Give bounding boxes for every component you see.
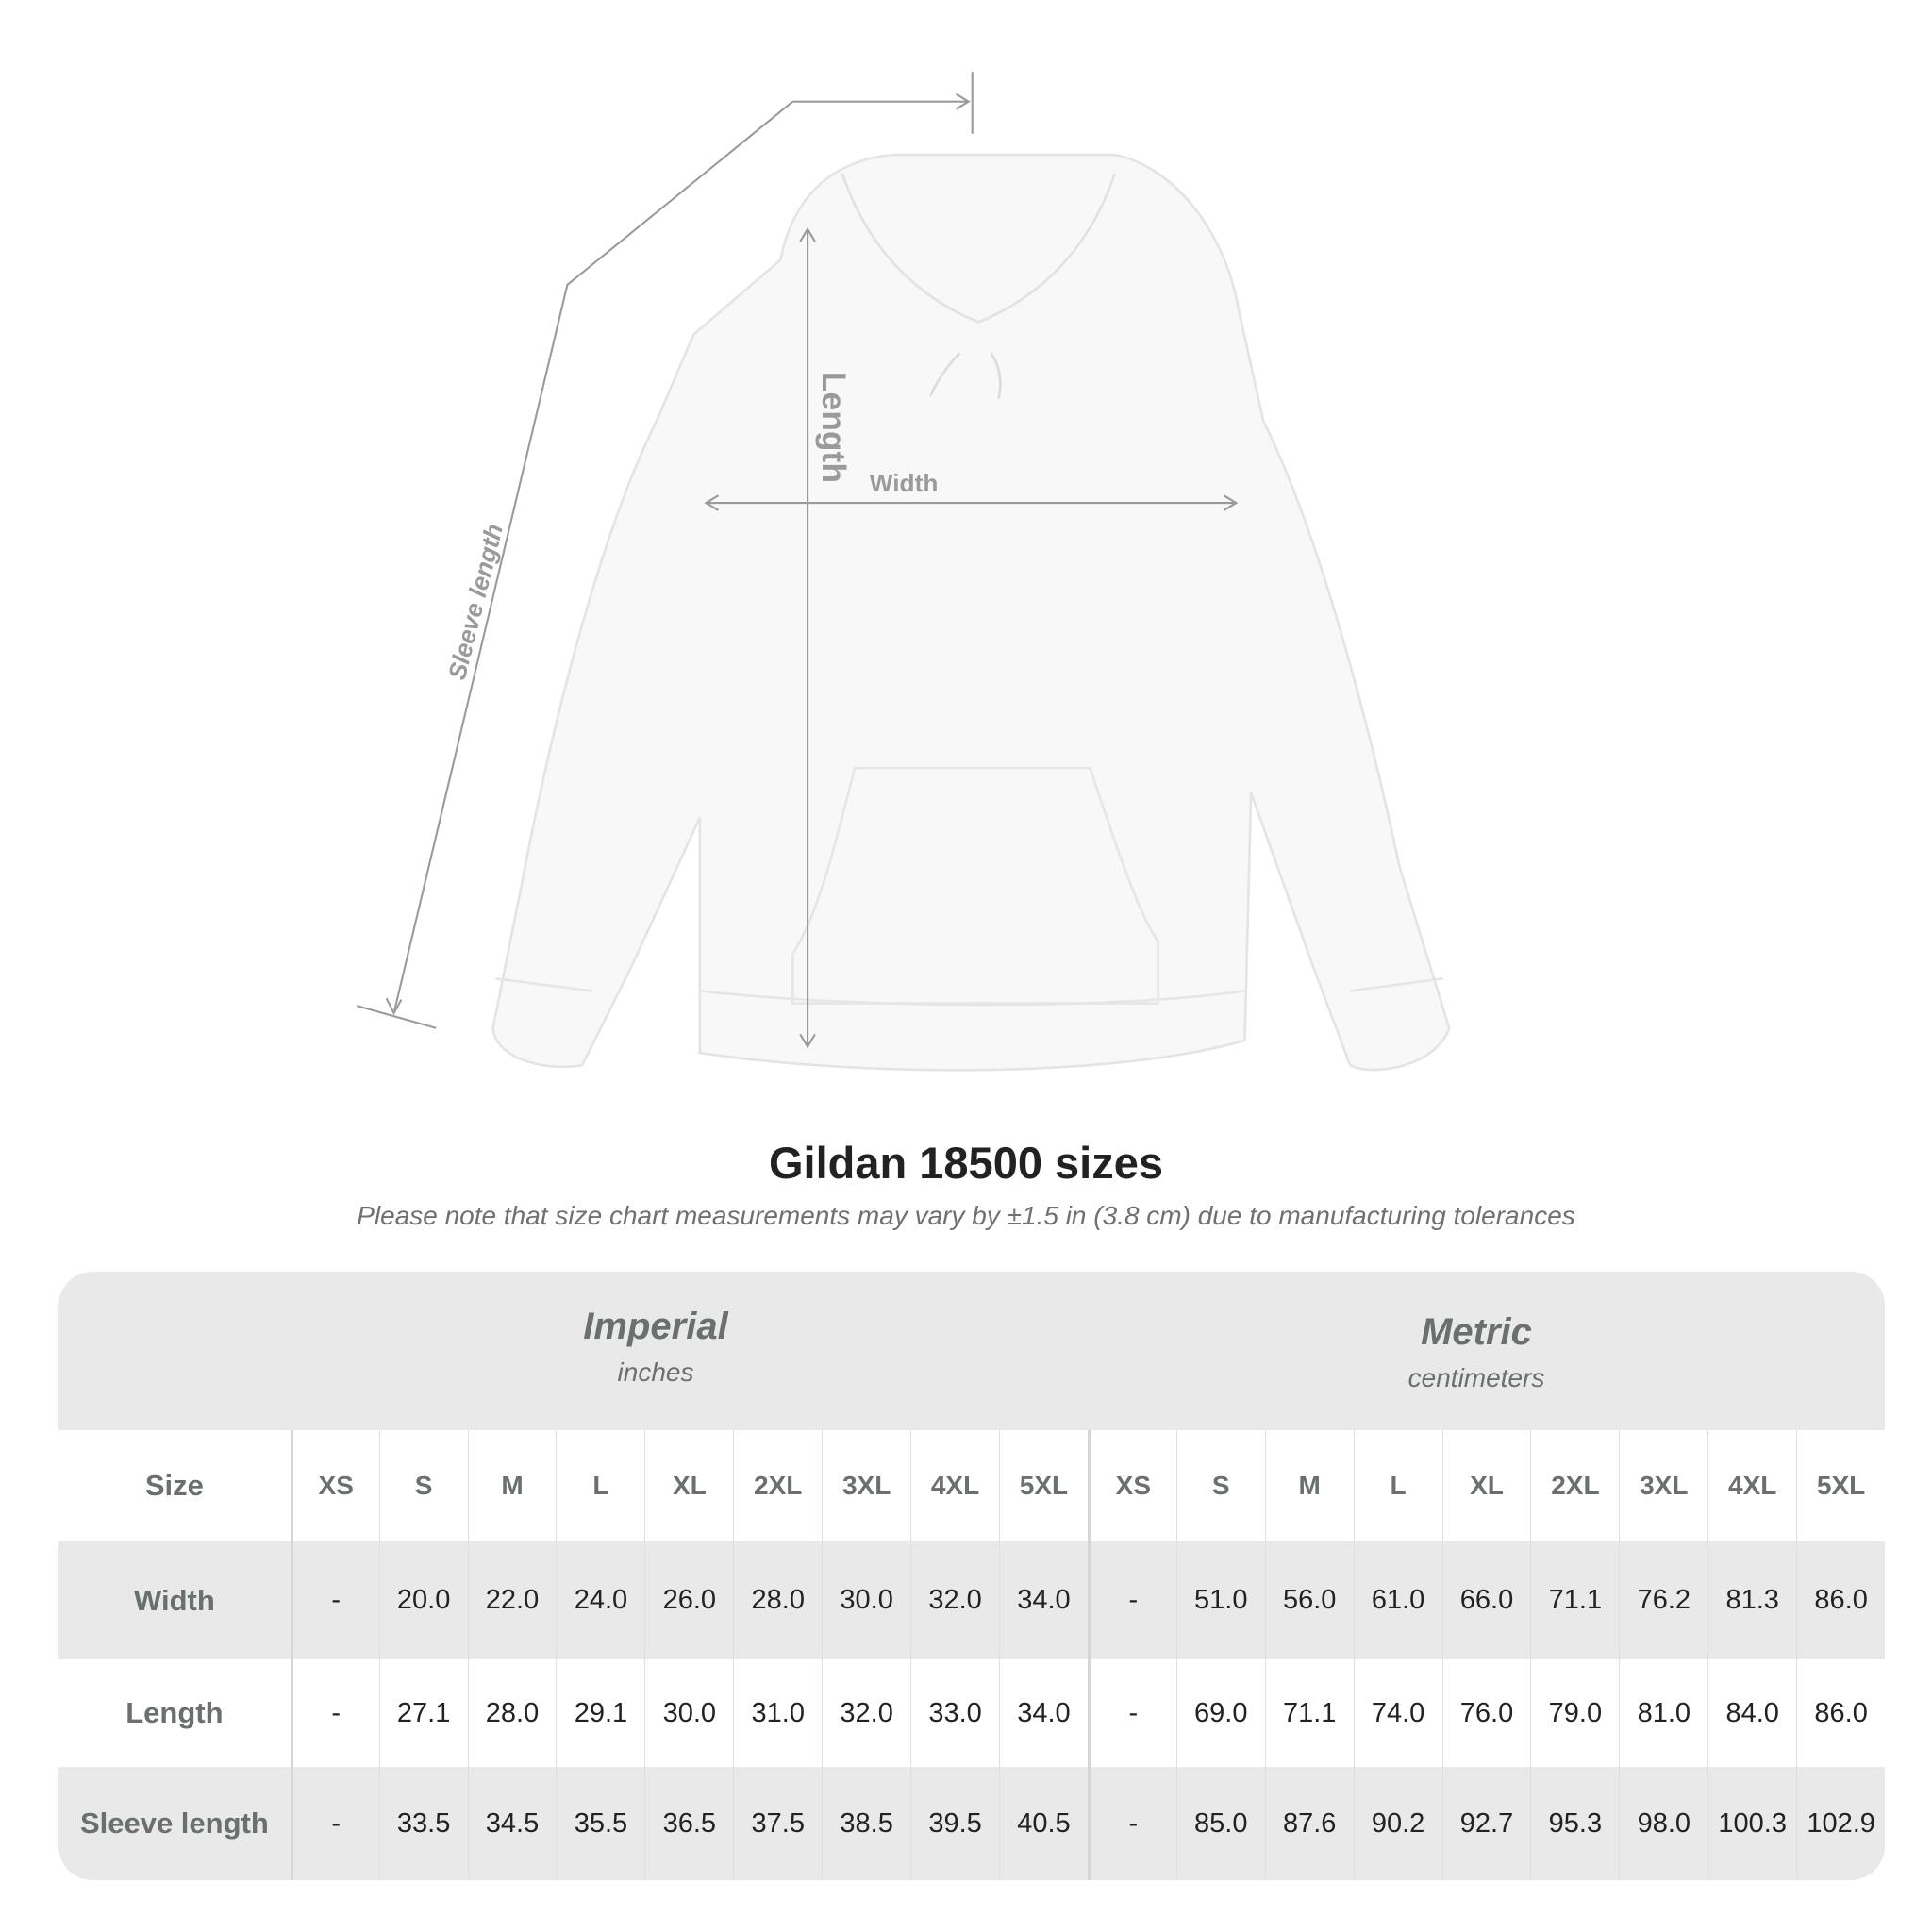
metric-value: 56.0 (1264, 1541, 1354, 1659)
metric-value: 92.7 (1441, 1767, 1531, 1880)
metric-value: 86.0 (1796, 1659, 1885, 1767)
imperial-size-5xl: 5XL (999, 1430, 1088, 1541)
metric-size-xs: XS (1087, 1430, 1176, 1541)
hoodie-measurement-diagram: Length Width Sleeve length (356, 72, 1451, 1072)
metric-size-4xl: 4XL (1707, 1430, 1796, 1541)
imperial-size-xl: XL (644, 1430, 733, 1541)
metric-value: 71.1 (1264, 1659, 1354, 1767)
imperial-size-m: M (467, 1430, 557, 1541)
sleeve-arrowheads (385, 92, 971, 1016)
metric-value: 86.0 (1796, 1541, 1885, 1659)
imperial-value: 37.5 (733, 1767, 822, 1880)
metric-value: 76.2 (1619, 1541, 1707, 1659)
imperial-value: - (290, 1767, 379, 1880)
imperial-value: 22.0 (467, 1541, 557, 1659)
imperial-size-2xl: 2XL (733, 1430, 822, 1541)
metric-value: 79.0 (1530, 1659, 1619, 1767)
metric-value: - (1087, 1767, 1176, 1880)
metric-size-xl: XL (1441, 1430, 1531, 1541)
metric-value: 61.0 (1353, 1541, 1442, 1659)
size-label: Size (144, 1469, 204, 1502)
imperial-value: 35.5 (556, 1767, 644, 1880)
length-label: Length (815, 372, 853, 483)
metric-value: 98.0 (1619, 1767, 1707, 1880)
metric-title: Metric (1421, 1311, 1532, 1353)
imperial-size-3xl: 3XL (822, 1430, 910, 1541)
metric-group: Metric centimeters (1077, 1311, 1875, 1393)
table-row: Sleeve length -33.5 34.5 35.5 36.5 37.5 38.5 39… (58, 1767, 1885, 1880)
size-header-row: Size XS S M L XL 2XL 3XL 4XL 5XL XS S M L XL 2XL 3XL 4XL 5… (58, 1430, 1885, 1541)
imperial-value: 34.0 (999, 1541, 1088, 1659)
imperial-group: Imperial inches (257, 1306, 1055, 1388)
imperial-value: 28.0 (733, 1541, 822, 1659)
metric-value: - (1087, 1659, 1176, 1767)
metric-value: 69.0 (1175, 1659, 1265, 1767)
metric-size-3xl: 3XL (1619, 1430, 1707, 1541)
metric-value: 102.9 (1796, 1767, 1885, 1880)
metric-value: 84.0 (1707, 1659, 1796, 1767)
imperial-value: - (290, 1541, 379, 1659)
imperial-value: 20.0 (378, 1541, 468, 1659)
width-label: Width (870, 469, 939, 497)
metric-value: 85.0 (1175, 1767, 1265, 1880)
row-label: Length (125, 1696, 224, 1729)
imperial-value: 34.5 (467, 1767, 557, 1880)
metric-value: 95.3 (1530, 1767, 1619, 1880)
imperial-value: 24.0 (556, 1541, 644, 1659)
metric-size-l: L (1353, 1430, 1442, 1541)
imperial-value: 39.5 (910, 1767, 999, 1880)
imperial-value: 28.0 (467, 1659, 557, 1767)
row-label: Sleeve length (79, 1807, 269, 1840)
metric-value: 71.1 (1530, 1541, 1619, 1659)
imperial-size-s: S (378, 1430, 468, 1541)
metric-size-m: M (1264, 1430, 1354, 1541)
imperial-value: 26.0 (644, 1541, 733, 1659)
imperial-value: 40.5 (999, 1767, 1088, 1880)
size-table: Imperial inches Metric centimeters Size X… (58, 1272, 1885, 1880)
metric-value: 74.0 (1353, 1659, 1442, 1767)
metric-value: 81.3 (1707, 1541, 1796, 1659)
imperial-value: - (290, 1659, 379, 1767)
imperial-value: 33.0 (910, 1659, 999, 1767)
imperial-value: 32.0 (822, 1659, 910, 1767)
table-row: Length -27.1 28.0 29.1 30.0 31.0 32.0 33.0 34.0-… (58, 1659, 1885, 1767)
imperial-size-l: L (556, 1430, 644, 1541)
imperial-value: 33.5 (378, 1767, 468, 1880)
metric-value: 76.0 (1441, 1659, 1531, 1767)
imperial-value: 30.0 (644, 1659, 733, 1767)
metric-value: 51.0 (1175, 1541, 1265, 1659)
imperial-unit: inches (617, 1357, 694, 1387)
metric-value: 100.3 (1707, 1767, 1796, 1880)
metric-value: 90.2 (1353, 1767, 1442, 1880)
table-row: Width -20.0 22.0 24.0 26.0 28.0 30.0 32.0 34.0-5… (58, 1541, 1885, 1659)
metric-size-2xl: 2XL (1530, 1430, 1619, 1541)
row-label: Width (133, 1583, 215, 1617)
hoodie-image (491, 153, 1451, 1072)
imperial-value: 29.1 (556, 1659, 644, 1767)
imperial-value: 27.1 (378, 1659, 468, 1767)
metric-value: 81.0 (1619, 1659, 1707, 1767)
imperial-value: 38.5 (822, 1767, 910, 1880)
imperial-value: 34.0 (999, 1659, 1088, 1767)
metric-value: - (1087, 1541, 1176, 1659)
imperial-title: Imperial (583, 1306, 728, 1347)
metric-size-s: S (1175, 1430, 1265, 1541)
imperial-value: 32.0 (910, 1541, 999, 1659)
metric-unit: centimeters (1407, 1363, 1545, 1392)
table-group-header: Imperial inches Metric centimeters (58, 1272, 1885, 1430)
metric-value: 66.0 (1441, 1541, 1531, 1659)
sleeve-length-label: Sleeve length (442, 521, 508, 682)
metric-value: 87.6 (1264, 1767, 1354, 1880)
tolerance-note: Please note that size chart measurements… (357, 1201, 1575, 1230)
imperial-value: 30.0 (822, 1541, 910, 1659)
imperial-size-4xl: 4XL (910, 1430, 999, 1541)
imperial-value: 36.5 (644, 1767, 733, 1880)
width-arrow (704, 494, 1239, 511)
imperial-value: 31.0 (733, 1659, 822, 1767)
length-arrow (799, 226, 816, 1049)
page-title: Gildan 18500 sizes (768, 1138, 1164, 1188)
imperial-size-xs: XS (290, 1430, 379, 1541)
sleeve-length-line (356, 72, 974, 1029)
metric-size-5xl: 5XL (1796, 1430, 1885, 1541)
